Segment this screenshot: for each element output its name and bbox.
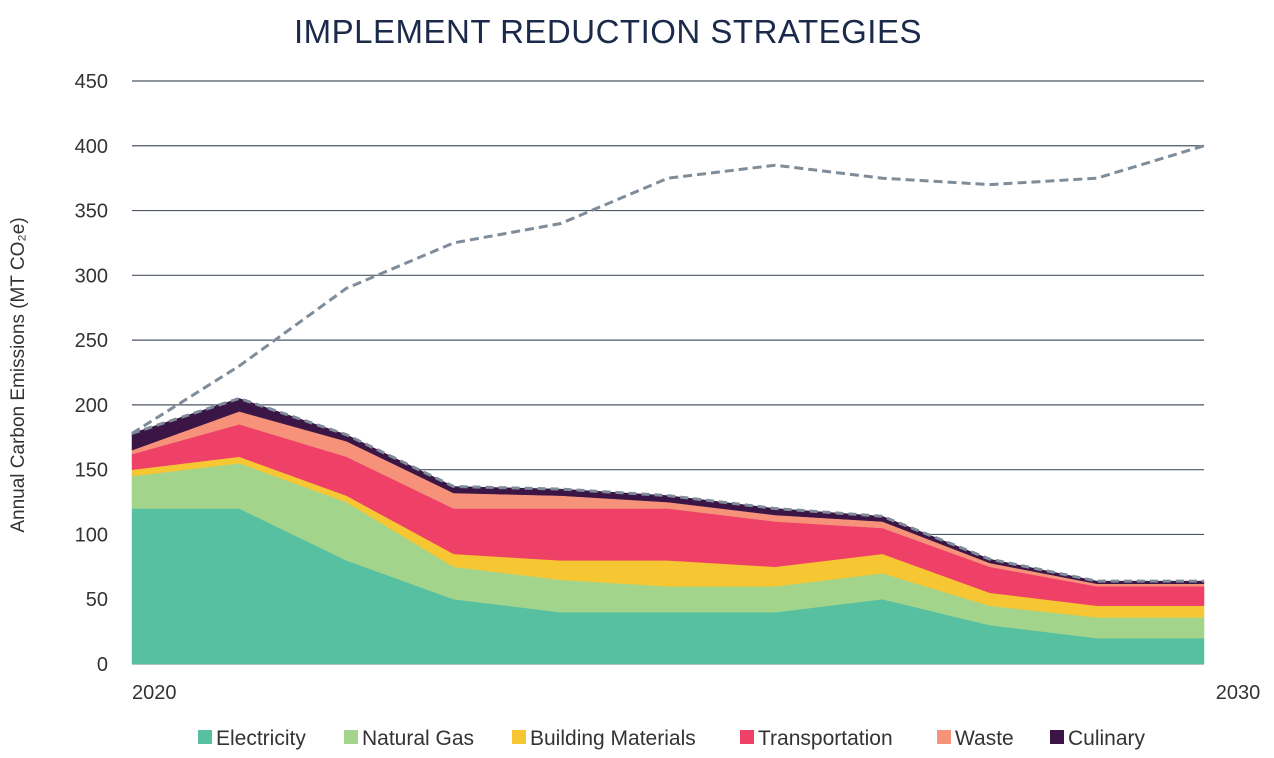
x-tick-label-start: 2020 (132, 682, 177, 704)
y-tick-label: 350 (75, 201, 108, 223)
y-tick-label: 150 (75, 460, 108, 482)
x-tick-label-end: 2030 (1216, 682, 1261, 704)
reference-line-0 (131, 144, 1205, 435)
y-tick-label: 300 (75, 265, 108, 287)
legend: Electricity Natural Gas Building Materials… (198, 727, 1146, 750)
legend-item-building-materials: Building Materials (512, 727, 696, 750)
y-tick-label: 250 (75, 330, 108, 352)
legend-item-culinary: Culinary (1050, 727, 1146, 750)
legend-item-natural-gas: Natural Gas (344, 727, 474, 750)
stacked-areas (131, 398, 1205, 665)
legend-label: Building Materials (530, 727, 696, 750)
legend-swatch (937, 730, 951, 744)
legend-label: Natural Gas (362, 727, 474, 750)
reference-lines (131, 144, 1205, 583)
legend-label: Culinary (1068, 727, 1146, 750)
legend-item-electricity: Electricity (198, 727, 306, 750)
y-axis-label: Annual Carbon Emissions (MT CO₂e) (8, 217, 29, 532)
y-tick-label: 400 (75, 136, 108, 158)
legend-swatch (512, 730, 526, 744)
y-tick-label: 100 (75, 524, 108, 546)
legend-swatch (740, 730, 754, 744)
legend-item-waste: Waste (937, 727, 1014, 750)
total-outline-line (131, 396, 1204, 583)
y-tick-label: 0 (97, 654, 108, 676)
legend-swatch (344, 730, 358, 744)
y-tick-label: 200 (75, 395, 108, 417)
chart-title: IMPLEMENT REDUCTION STRATEGIES (294, 13, 922, 50)
x-axis-ticks: 2020 2030 (132, 682, 1260, 704)
legend-label: Electricity (216, 727, 306, 750)
legend-swatch (1050, 730, 1064, 744)
legend-label: Transportation (758, 727, 893, 750)
legend-label: Waste (955, 727, 1014, 750)
y-tick-label: 450 (75, 71, 108, 93)
legend-swatch (198, 730, 212, 744)
y-axis-ticks: 0 50 100 150 200 250 300 350 400 450 (75, 71, 108, 676)
legend-item-transportation: Transportation (740, 727, 893, 750)
y-tick-label: 50 (86, 589, 108, 611)
